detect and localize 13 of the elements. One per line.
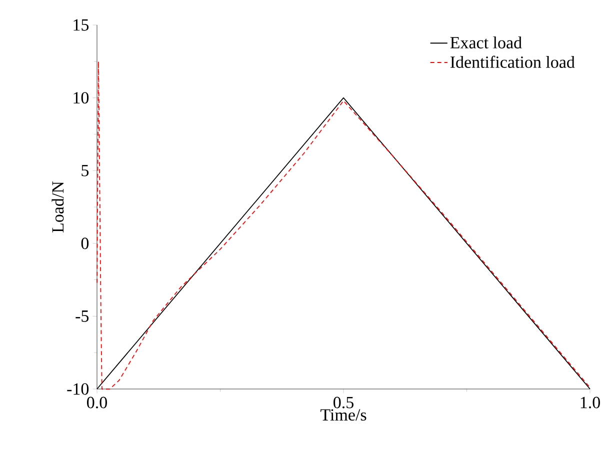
y-tick-label: 5 bbox=[82, 164, 89, 176]
x-tick-label: 1.0 bbox=[580, 396, 600, 408]
y-tick-label: -10 bbox=[67, 383, 89, 395]
y-tick-label: 15 bbox=[74, 19, 89, 31]
y-tick-label: -5 bbox=[76, 310, 89, 322]
x-tick-label: 0.5 bbox=[334, 396, 354, 408]
y-tick-label: 10 bbox=[74, 92, 89, 104]
x-tick-label: 0.0 bbox=[87, 396, 107, 408]
x-axis-title: Time/s bbox=[320, 409, 366, 421]
legend-label: Exact load bbox=[450, 36, 522, 48]
y-tick-label: 0 bbox=[81, 238, 89, 250]
y-axis-title: Load/N bbox=[52, 181, 64, 232]
legend-label: Identification load bbox=[450, 56, 575, 68]
